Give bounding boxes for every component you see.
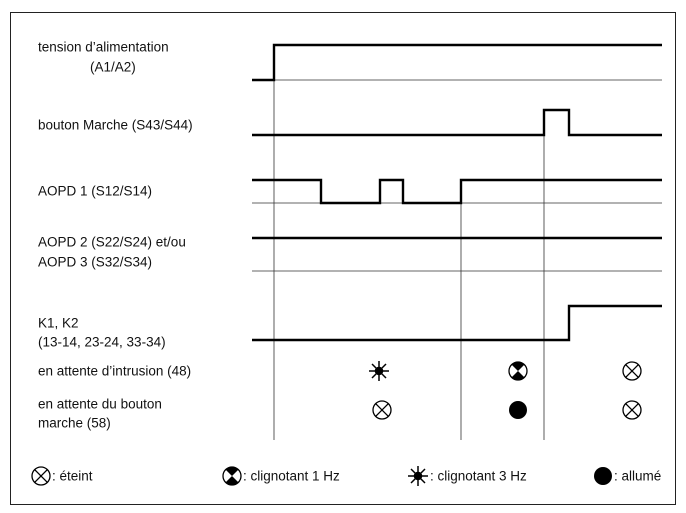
legend-symbol	[222, 466, 242, 486]
legend-label: : éteint	[52, 469, 93, 484]
legend-symbol	[31, 466, 51, 486]
signal-wave	[252, 178, 662, 205]
legend-symbol	[594, 467, 612, 485]
signal-label: (13-14, 23-24, 33-34)	[38, 335, 166, 350]
legend-label: : clignotant 3 Hz	[430, 469, 527, 484]
signal-label: tension d’alimentation	[38, 40, 169, 55]
state-label: en attente d’intrusion (48)	[38, 364, 191, 379]
symbol-off	[622, 400, 642, 420]
symbol-off	[372, 400, 392, 420]
signal-label: (A1/A2)	[90, 60, 136, 75]
frame	[10, 12, 676, 505]
state-label: en attente du bouton	[38, 397, 162, 412]
symbol-blink-1hz	[508, 361, 528, 381]
signal-wave	[252, 108, 662, 137]
legend-label: : allumé	[614, 469, 661, 484]
reference-lines	[252, 45, 662, 440]
signal-label: bouton Marche (S43/S44)	[38, 118, 193, 133]
legend-label: : clignotant 1 Hz	[243, 469, 340, 484]
signal-label: AOPD 2 (S22/S24) et/ou	[38, 235, 186, 250]
symbol-blink-3hz	[368, 360, 390, 382]
symbol-off	[622, 361, 642, 381]
signal-label: K1, K2	[38, 316, 79, 331]
signal-wave	[252, 43, 662, 82]
signal-label: AOPD 3 (S32/S34)	[38, 255, 152, 270]
symbol-on	[509, 401, 527, 419]
signal-wave	[252, 304, 662, 342]
legend-symbol	[407, 465, 429, 487]
state-label: marche (58)	[38, 416, 111, 431]
signal-label: AOPD 1 (S12/S14)	[38, 184, 152, 199]
